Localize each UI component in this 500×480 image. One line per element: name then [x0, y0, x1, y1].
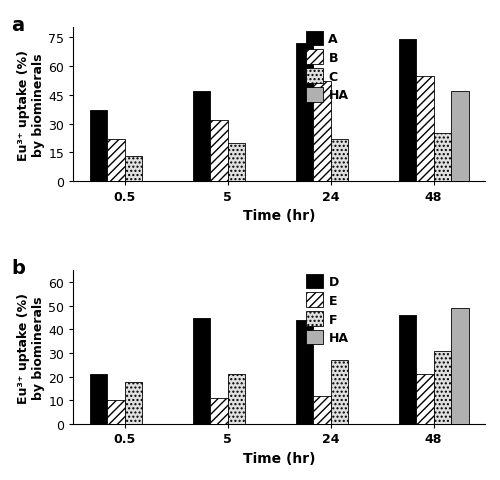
Y-axis label: Eu³⁺ uptake (%)
by biominerals: Eu³⁺ uptake (%) by biominerals — [18, 50, 46, 160]
Bar — [398, 316, 416, 424]
Bar — [434, 351, 451, 424]
X-axis label: Time (hr): Time (hr) — [243, 209, 316, 223]
Bar — [192, 92, 210, 182]
Bar — [192, 318, 210, 424]
Bar — [451, 309, 468, 424]
X-axis label: Time (hr): Time (hr) — [243, 451, 316, 465]
Bar — [107, 401, 124, 424]
Bar — [228, 375, 245, 424]
Bar — [210, 120, 228, 182]
Bar — [313, 82, 330, 182]
Bar — [90, 375, 107, 424]
Bar — [296, 44, 313, 182]
Legend: A, B, C, HA: A, B, C, HA — [306, 32, 348, 102]
Legend: D, E, F, HA: D, E, F, HA — [306, 274, 348, 345]
Bar — [451, 92, 468, 182]
Bar — [398, 40, 416, 182]
Bar — [330, 140, 348, 182]
Bar — [124, 382, 142, 424]
Bar — [434, 134, 451, 182]
Bar — [228, 144, 245, 182]
Bar — [210, 398, 228, 424]
Bar — [416, 76, 434, 182]
Bar — [313, 396, 330, 424]
Text: b: b — [12, 259, 25, 277]
Bar — [90, 111, 107, 182]
Text: a: a — [12, 16, 24, 35]
Y-axis label: Eu³⁺ uptake (%)
by biominerals: Eu³⁺ uptake (%) by biominerals — [18, 292, 46, 403]
Bar — [124, 157, 142, 182]
Bar — [107, 140, 124, 182]
Bar — [416, 375, 434, 424]
Bar — [296, 320, 313, 424]
Bar — [330, 360, 348, 424]
